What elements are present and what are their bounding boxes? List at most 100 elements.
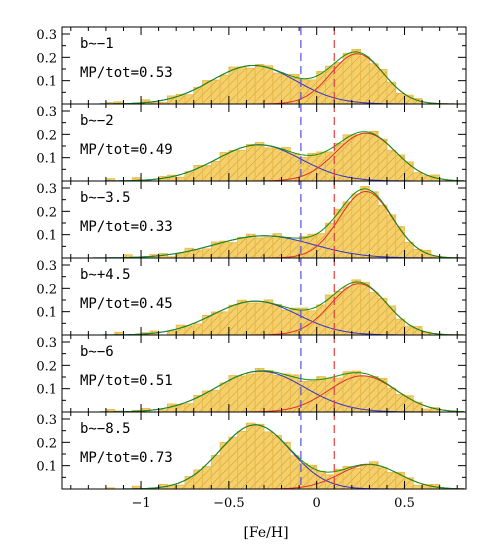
- histogram-bar: [166, 403, 177, 412]
- x-tick-label: −1: [131, 496, 150, 511]
- histogram-bar: [202, 314, 212, 335]
- histogram-bar: [202, 80, 212, 104]
- histogram-bar: [210, 160, 221, 181]
- histogram-bar: [272, 375, 282, 412]
- y-tick-label: 0.3: [36, 105, 57, 120]
- panel-mp-ratio-label: MP/tot=0.33: [80, 219, 173, 235]
- histogram-bar: [360, 464, 370, 489]
- histogram-bar: [351, 467, 362, 489]
- histogram-bar: [368, 461, 379, 489]
- histogram-bar: [272, 304, 282, 335]
- histogram-bar: [325, 377, 335, 412]
- histogram-bar: [263, 431, 274, 489]
- panel-latitude-label: b∼−6: [80, 344, 114, 360]
- histogram-bar: [386, 305, 397, 335]
- histogram-bar: [246, 233, 256, 258]
- histogram-bar: [360, 375, 370, 412]
- x-axis-label: [Fe/H]: [243, 525, 288, 541]
- histogram-bar: [193, 394, 203, 412]
- histogram-bar: [360, 56, 370, 104]
- histogram-bar: [281, 373, 291, 412]
- panel-latitude-label: b∼−2: [80, 113, 114, 129]
- y-tick-label: 0.2: [36, 51, 57, 66]
- histogram-bar: [368, 130, 379, 181]
- histogram-bar: [193, 86, 203, 104]
- histogram-bar: [404, 477, 414, 489]
- histogram-bar: [351, 134, 362, 181]
- histogram-bar: [263, 370, 274, 412]
- y-tick-label: 0.2: [36, 282, 57, 297]
- histogram-bar: [228, 149, 239, 181]
- histogram-bar: [281, 74, 291, 104]
- histogram-bar: [219, 240, 230, 258]
- histogram-bar: [386, 387, 397, 412]
- histogram-bar: [219, 382, 230, 412]
- panel-mp-ratio-label: MP/tot=0.53: [80, 65, 173, 81]
- panel-3: 0.1 0.2 0.3 b∼−3.5 MP/tot=0.33: [36, 180, 467, 259]
- histogram-bar: [395, 318, 405, 335]
- histogram-bar: [272, 148, 282, 181]
- histogram-bar: [351, 279, 362, 335]
- panel-latitude-label: b∼−1: [80, 36, 114, 52]
- histogram-bar: [219, 74, 230, 104]
- histogram-bar: [325, 65, 335, 104]
- panel-plot-area: [62, 181, 465, 258]
- histogram-bar: [360, 133, 370, 181]
- panel-mp-ratio-label: MP/tot=0.49: [80, 142, 173, 158]
- histogram-bar: [237, 149, 247, 181]
- histogram-bar: [272, 72, 282, 104]
- histogram-bar: [193, 323, 203, 335]
- histogram-bar: [377, 467, 388, 489]
- histogram-bar: [368, 376, 379, 412]
- histogram-bar: [412, 172, 423, 181]
- histogram-bar: [193, 249, 203, 258]
- histogram-bar: [272, 435, 282, 489]
- histogram-bar: [202, 466, 212, 489]
- panel-6: 0.1 0.2 0.3 b∼−8.5 MP/tot=0.73: [36, 411, 467, 490]
- histogram-bar: [210, 389, 221, 412]
- histogram-bar: [368, 292, 379, 335]
- histogram-bar: [316, 151, 326, 181]
- histogram-bar: [360, 282, 370, 335]
- panel-mp-ratio-label: MP/tot=0.45: [80, 296, 173, 312]
- histogram-bar: [210, 79, 221, 104]
- histogram-bar: [307, 380, 318, 412]
- histogram-bar: [281, 237, 291, 258]
- histogram-bar: [254, 237, 265, 258]
- histogram-bar: [404, 161, 414, 181]
- histogram-bar: [377, 69, 388, 104]
- histogram-bar: [412, 484, 423, 489]
- histogram-bar: [368, 191, 379, 258]
- histogram-bar: [237, 431, 247, 489]
- x-tick-label: −0.5: [213, 496, 245, 511]
- histogram-bar: [184, 403, 195, 412]
- y-tick-label: 0.3: [36, 259, 57, 274]
- histogram-bar: [412, 401, 423, 412]
- panels-layer: 0.1 0.2 0.3 b∼−1 MP/tot=0.53 0.1 0.2 0.3 b∼−2 MP/…: [36, 26, 467, 511]
- histogram-bar: [395, 92, 405, 104]
- y-tick-label: 0.1: [36, 229, 57, 244]
- histogram-bar: [342, 52, 353, 104]
- histogram-bar: [246, 373, 256, 412]
- histogram-bar: [219, 442, 230, 489]
- histogram-bar: [263, 236, 274, 258]
- histogram-bar: [184, 247, 195, 258]
- histogram-bar: [228, 242, 239, 258]
- histogram-bar: [263, 299, 274, 335]
- y-tick-label: 0.1: [36, 75, 57, 90]
- histogram-bar: [166, 330, 177, 335]
- histogram-bar: [404, 241, 414, 258]
- histogram-bar: [395, 226, 405, 258]
- histogram-bar: [210, 455, 221, 489]
- histogram-bar: [395, 394, 405, 412]
- histogram-bar: [237, 299, 247, 335]
- histogram-bar: [237, 66, 247, 104]
- histogram-bar: [404, 325, 414, 335]
- histogram-bar: [254, 423, 265, 489]
- histogram-bar: [210, 311, 221, 335]
- panel-mp-ratio-label: MP/tot=0.51: [80, 373, 173, 389]
- histogram-bar: [377, 138, 388, 181]
- histogram-bar: [254, 368, 265, 412]
- histogram-bar: [175, 484, 186, 489]
